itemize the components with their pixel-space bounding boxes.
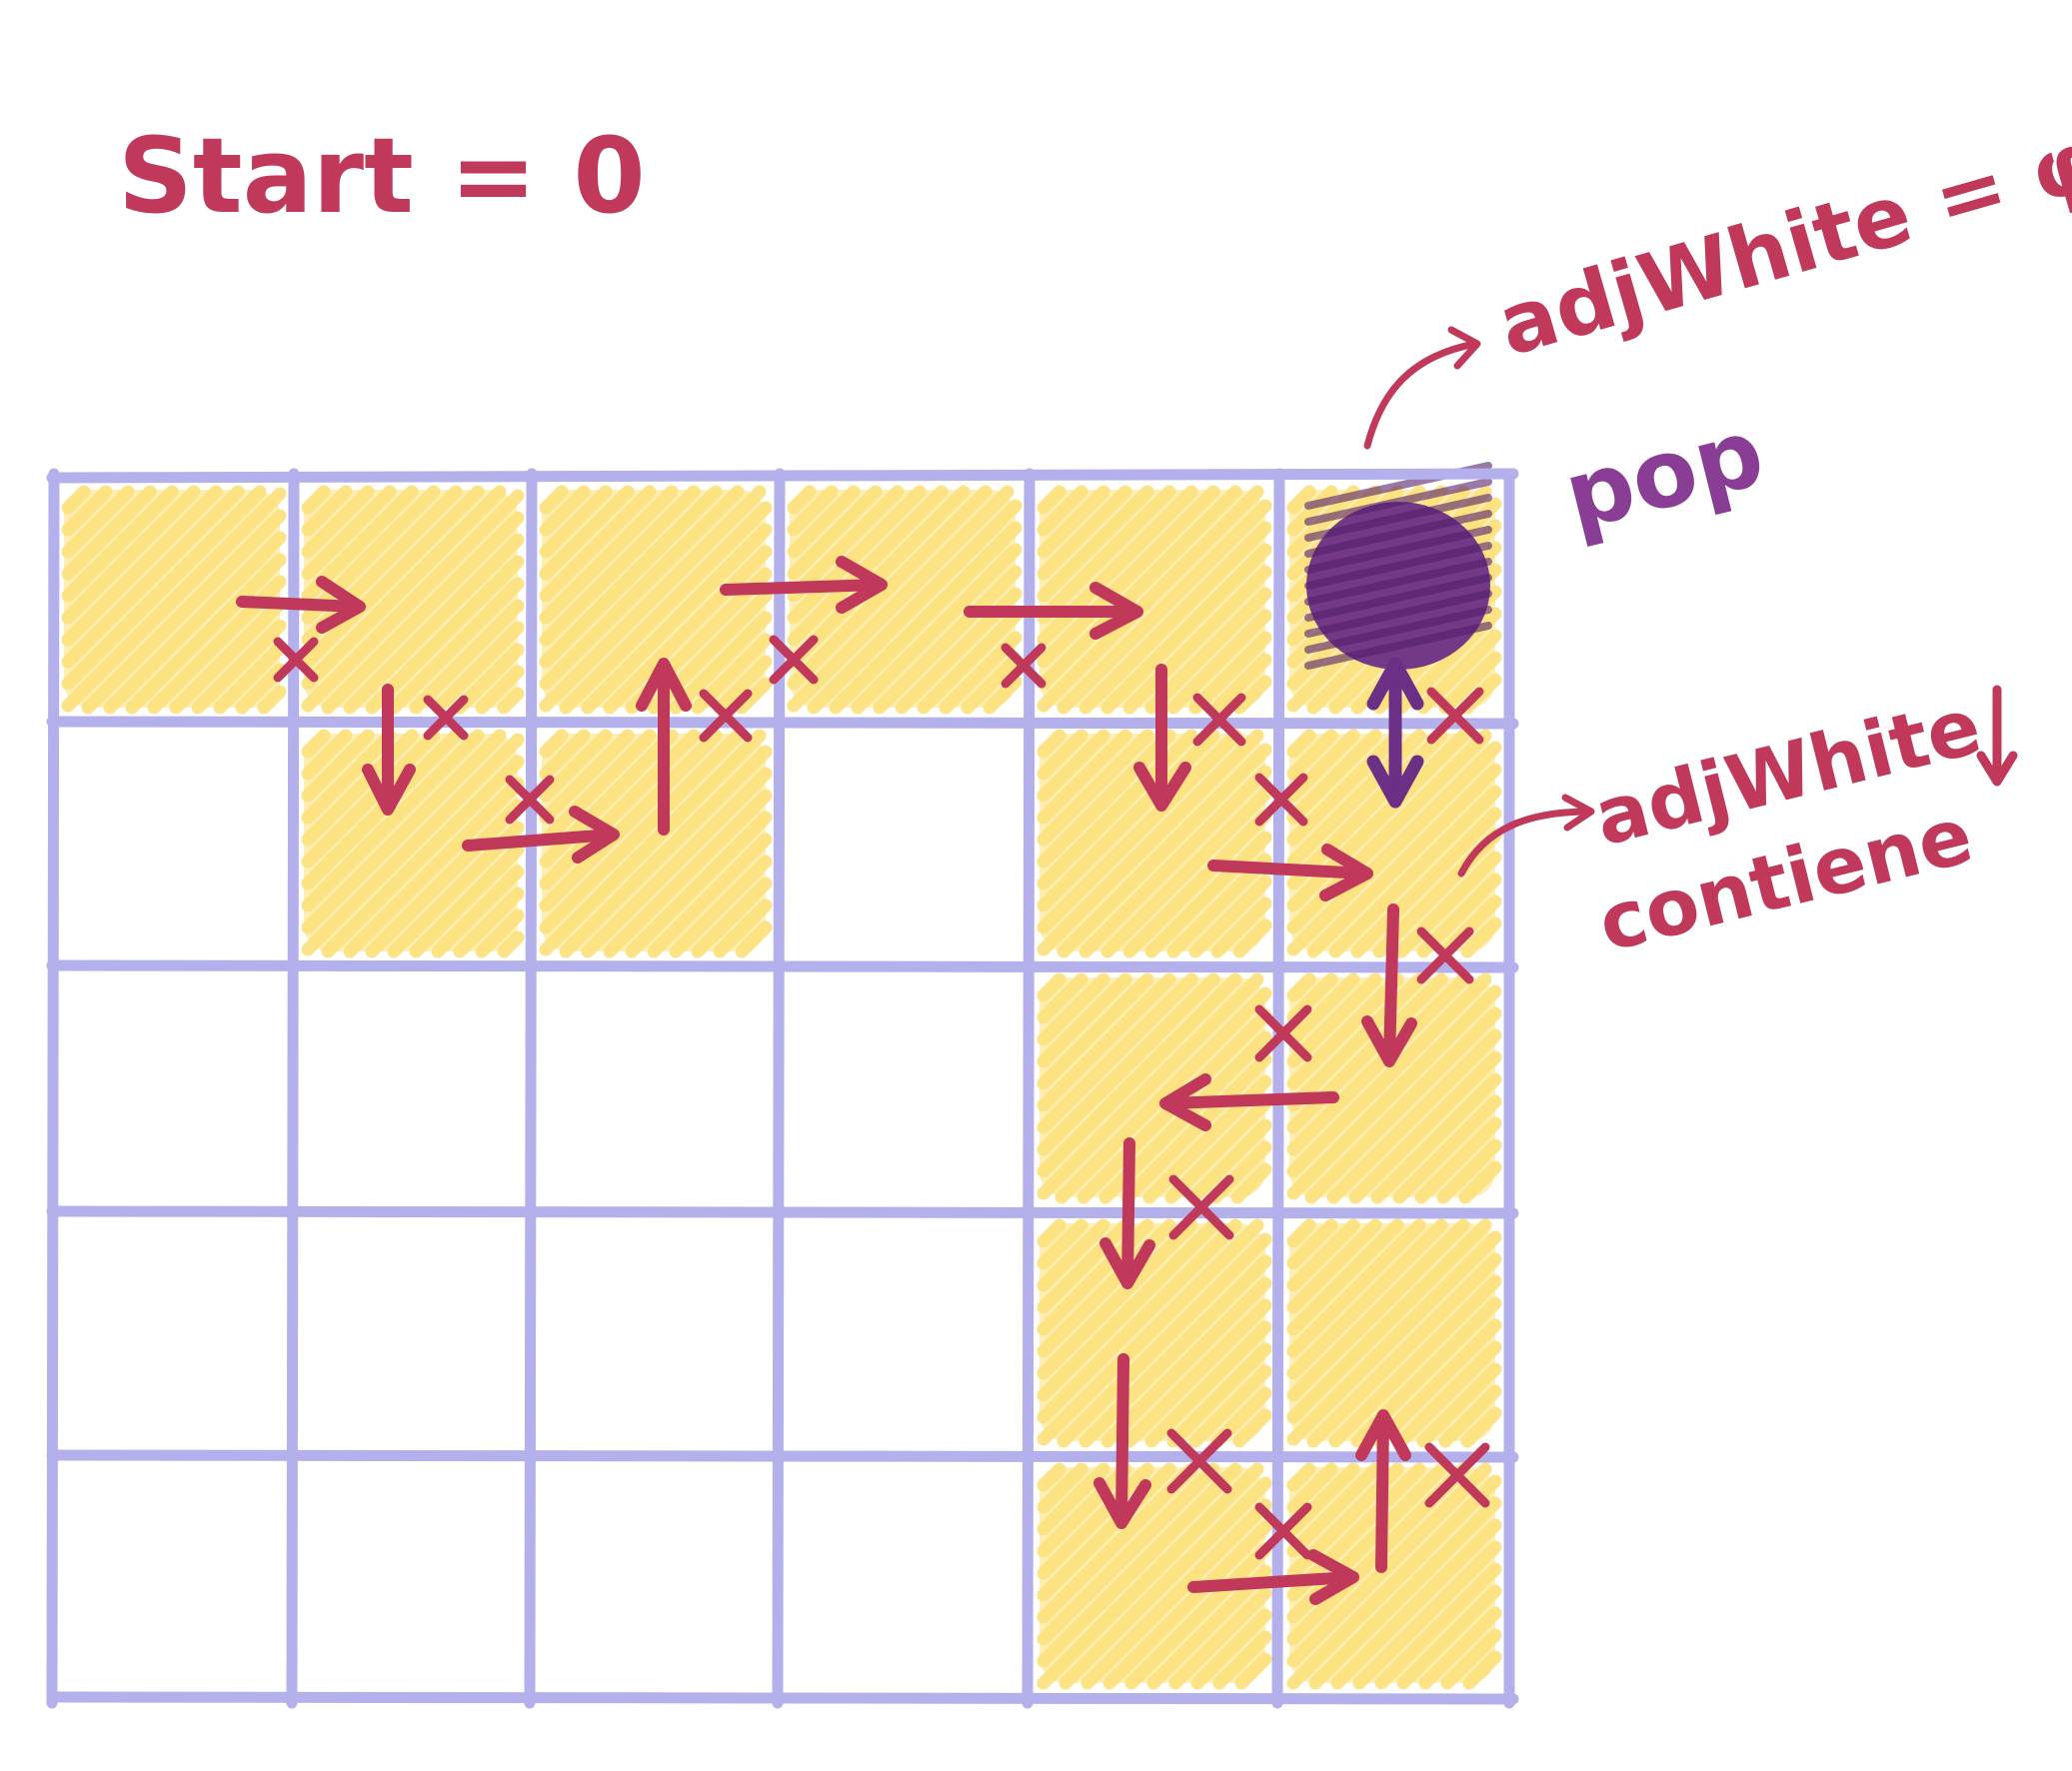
annotation-connectors [1363, 326, 1595, 878]
backtrack-double-arrow [1366, 657, 1424, 809]
grid [46, 468, 1519, 1709]
arrow-up-1-2 [636, 658, 692, 836]
x-mark-10 [1254, 1004, 1312, 1062]
x-mark-13 [1254, 1502, 1312, 1560]
x-mark-3 [699, 689, 753, 743]
visited-cell-r1-c2 [539, 729, 773, 958]
x-mark-11 [1168, 1174, 1234, 1240]
adj-empty-label: adjWhite = φ [1488, 111, 2072, 376]
grid-vline-0 [46, 468, 60, 1709]
grid-hline-1 [46, 716, 1519, 730]
x-mark-12 [1166, 1428, 1232, 1494]
popped-cell-scribble [1304, 462, 1492, 670]
visited-cell-r4-c4 [1036, 1462, 1272, 1690]
visited-cell-r0-c0 [61, 485, 287, 715]
visited-cell-r0-c1 [301, 485, 525, 715]
x-mark-4 [769, 635, 819, 685]
x-mark-5 [1001, 643, 1046, 689]
visited-cell-r2-c4 [1036, 972, 1272, 1204]
pop-label: pop [1554, 398, 1774, 552]
grid-hline-5 [46, 1691, 1519, 1705]
arrow-right-0-0 [236, 576, 366, 634]
visited-cell-r0-c3 [787, 485, 1023, 715]
x-mark-1 [423, 695, 469, 741]
x-mark-0 [273, 637, 319, 683]
grid-vline-5 [1271, 468, 1285, 1709]
x-mark-2 [505, 775, 555, 825]
arrow-down-2-4 [1099, 1137, 1155, 1289]
grid-vline-1 [286, 468, 300, 1709]
grid-vline-4 [1022, 468, 1036, 1709]
visited-cell-r1-c5 [1286, 729, 1502, 958]
visited-cell-r1-c1 [301, 729, 525, 958]
visited-cell-r3-c5 [1286, 1218, 1502, 1448]
x-mark-14 [1424, 1442, 1490, 1508]
grid-vline-3 [772, 468, 786, 1709]
arrow-up-4-5 [1355, 1409, 1411, 1573]
visited-cell-r4-c5 [1286, 1462, 1502, 1690]
traversal-arrows [236, 556, 1417, 1605]
grid-hline-2 [46, 959, 1519, 973]
x-mark-8 [1426, 687, 1484, 745]
x-mark-7 [1254, 773, 1308, 827]
rejected-neighbour-marks [273, 635, 1490, 1560]
grid-vline-2 [524, 468, 538, 1709]
visited-cell-r1-c4 [1036, 729, 1272, 958]
arrow-down-0-1 [362, 684, 416, 816]
arrow-down-0-4 [1133, 664, 1191, 812]
arrow-right-4-4 [1187, 1549, 1359, 1605]
arrow-down-1-5 [1361, 903, 1417, 1067]
visited-cell-r0-c4 [1036, 485, 1272, 715]
arrow-right-0-2 [720, 556, 888, 614]
x-mark-9 [1416, 926, 1474, 984]
arrow-right-0-3 [964, 582, 1143, 640]
arrow-right-1-1 [462, 806, 620, 864]
connector-to-adj-empty [1363, 326, 1481, 450]
grid-hline-4 [46, 1449, 1519, 1463]
arrow-right-1-4 [1207, 844, 1373, 901]
start-label: Start = 0 [118, 115, 646, 237]
grid-hline-0 [46, 468, 1519, 484]
visited-cell-r3-c4 [1036, 1218, 1272, 1448]
visited-cells [61, 485, 1502, 1690]
arrow-left-2-5 [1159, 1073, 1339, 1131]
arrow-down-3-4 [1093, 1353, 1151, 1529]
x-mark-6 [1192, 693, 1246, 747]
down-arrow-glyph-icon [1976, 685, 2018, 787]
connector-to-adj-contains [1457, 794, 1595, 878]
visited-cell-r0-c2 [539, 485, 773, 715]
grid-hline-3 [46, 1205, 1519, 1219]
visited-cell-r2-c5 [1286, 972, 1502, 1204]
popped-cell [1304, 462, 1492, 670]
